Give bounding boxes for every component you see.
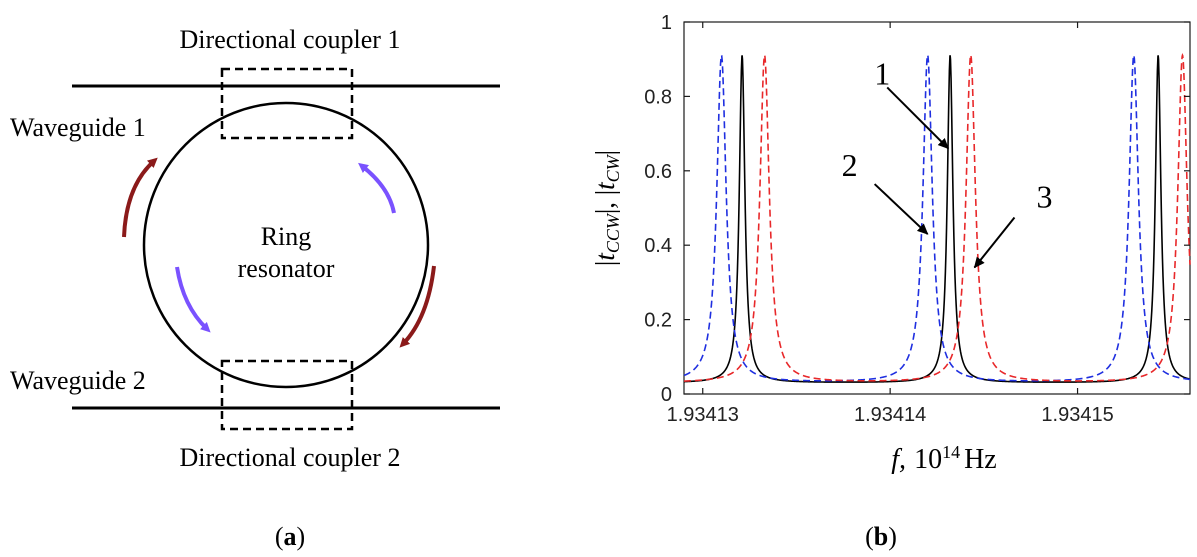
- arrow-blue-upper-right: [358, 162, 396, 214]
- annotation-label-3: 3: [1036, 179, 1052, 215]
- arrow-red-lower-right: [399, 265, 436, 348]
- y-tick-label: 0: [661, 384, 672, 406]
- tick-layer: 1.93413 1.93414 1.93415 0 0.2 0.4 0.6 0.8 1: [644, 12, 1190, 426]
- directional-coupler-2-box: [220, 359, 354, 431]
- ring-label-line-2: resonator: [238, 254, 335, 283]
- y-tick-label: 0.4: [644, 235, 672, 257]
- ring-resonator-circle: [142, 101, 430, 389]
- caption-a: (a): [275, 522, 305, 551]
- y-tick-label: 0.6: [644, 161, 672, 183]
- waveguide-1-label: Waveguide 1: [10, 113, 146, 142]
- arrow-blue-lower-left: [175, 266, 211, 333]
- series-1-line: [683, 55, 1191, 383]
- coupler-1-label: Directional coupler 1: [180, 25, 401, 54]
- ring-label-line-1: Ring: [261, 222, 312, 251]
- series-layer: [683, 52, 1191, 383]
- x-tick-label: 1.93413: [667, 404, 739, 426]
- caption-b: (b): [865, 522, 897, 551]
- waveguide-2-label: Waveguide 2: [10, 366, 146, 395]
- arrow-red-upper-left: [122, 157, 158, 238]
- plot-frame: [683, 21, 1191, 395]
- annotation-arrow-3: [973, 216, 1016, 269]
- annotation-layer: 1 2 3: [842, 55, 1052, 269]
- annotation-arrow-1: [886, 86, 949, 150]
- directional-coupler-1-box: [220, 67, 354, 140]
- plot-area: 1.93413 1.93414 1.93415 0 0.2 0.4 0.6 0.8 1 1 2 3: [644, 12, 1191, 426]
- series-2-line: [683, 52, 1191, 382]
- y-axis-label: |tCCW|, |tCW|: [590, 150, 623, 266]
- x-tick-label: 1.93415: [1041, 404, 1113, 426]
- annotation-label-1: 1: [874, 55, 890, 91]
- y-tick-label: 0.2: [644, 310, 672, 332]
- x-axis-label: f, 1014 Hz: [891, 442, 996, 475]
- x-tick-label: 1.93414: [854, 404, 926, 426]
- annotation-label-2: 2: [842, 147, 858, 183]
- y-tick-label: 1: [661, 12, 672, 34]
- series-3-line: [683, 52, 1191, 382]
- coupler-2-label: Directional coupler 2: [180, 443, 401, 472]
- y-tick-label: 0.8: [644, 86, 672, 108]
- panel-a: Directional coupler 1 Waveguide 1 Ring r…: [10, 25, 500, 551]
- annotation-arrow-2: [873, 183, 929, 235]
